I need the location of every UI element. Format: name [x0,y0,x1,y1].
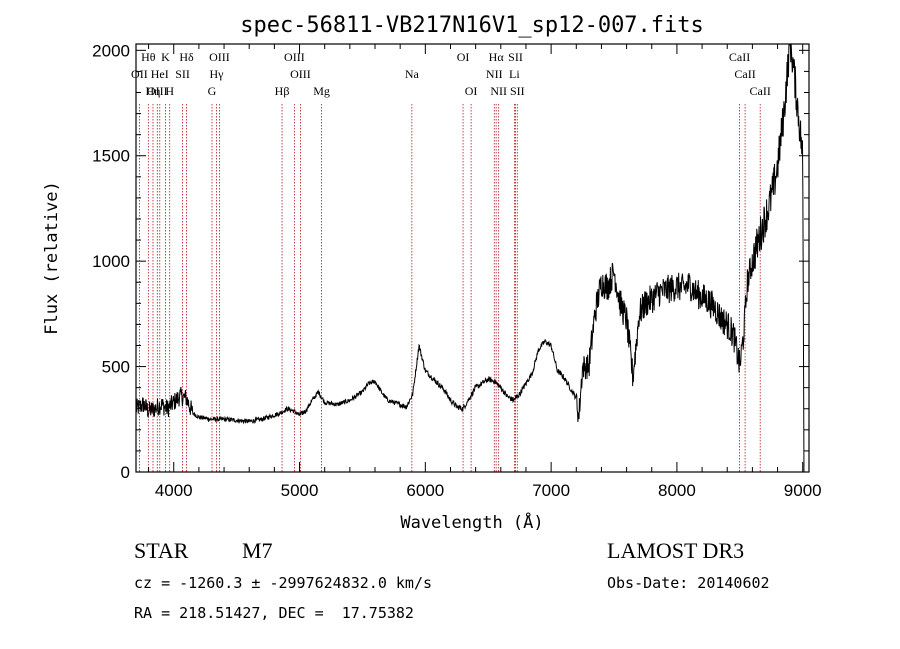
spectral-line-label: Hδ [179,50,194,64]
y-tick-label: 1000 [92,252,130,271]
spectral-line-label: SII [508,50,523,64]
spectral-line-label: SII [510,84,525,98]
redshift-line: cz = -1260.3 ± -2997624832.0 km/s [134,574,433,592]
spectral-line-label: Hθ [141,50,156,64]
series-layer [135,43,805,473]
axis-ticks: 4000 5000 6000 7000 8000 9000 0 500 1000 1500 2000 [92,41,821,500]
spectral-line-label: NII [486,67,503,81]
spectral-line-label: OI [457,50,470,64]
spectral-line-label: Hγ [210,67,225,81]
spectral-line-label: SII [175,67,190,81]
coordinates-line: RA = 218.51427, DEC = 17.75382 [134,604,414,622]
chart-title: spec-56811-VB217N16V1_sp12-007.fits [240,13,704,38]
observation-date: Obs-Date: 20140602 [607,574,770,592]
object-subclass: M7 [242,538,273,563]
survey-name: LAMOST DR3 [607,538,745,563]
x-axis-label: Wavelength (Å) [400,511,543,533]
spectral-line-label: OI [465,84,478,98]
spectral-line-label: OIII [290,67,311,81]
spectral-line-label: NII [490,84,507,98]
x-tick-label: 9000 [784,481,822,500]
spectral-line-label: Hβ [275,84,290,98]
x-tick-label: 5000 [281,481,319,500]
spectral-line-label: OIII [209,50,230,64]
spectral-line-label: CaII [729,50,750,64]
spectral-line-label: Na [405,67,420,81]
y-tick-label: 1500 [92,147,130,166]
spectral-line-label: CaII [750,84,771,98]
spectral-line-label: Mg [313,84,330,98]
y-tick-label: 2000 [92,41,130,60]
y-axis-label: Flux (relative) [42,181,62,335]
spectral-line-label: Hα [489,50,505,64]
spectral-line-label: K [161,50,170,64]
x-tick-label: 8000 [658,481,696,500]
flux-series-line [135,43,805,473]
spectral-line-label: H [165,84,174,98]
spectral-line-label: OIII [147,84,168,98]
y-tick-label: 500 [102,358,130,377]
y-tick-label: 0 [121,463,130,482]
x-tick-label: 4000 [155,481,193,500]
spectral-line-label: CaII [734,67,755,81]
spectral-line-label: G [208,84,217,98]
spectral-line-label: Li [509,67,520,81]
x-tick-label: 7000 [532,481,570,500]
x-tick-label: 6000 [406,481,444,500]
spectral-line-label: OIII [284,50,305,64]
spectral-line-label: OII [131,67,148,81]
spectral-line-label: Hη [146,84,161,98]
object-class: STAR [134,538,189,563]
plot-frame [135,43,810,473]
spectral-line-label: HeI [151,67,169,81]
